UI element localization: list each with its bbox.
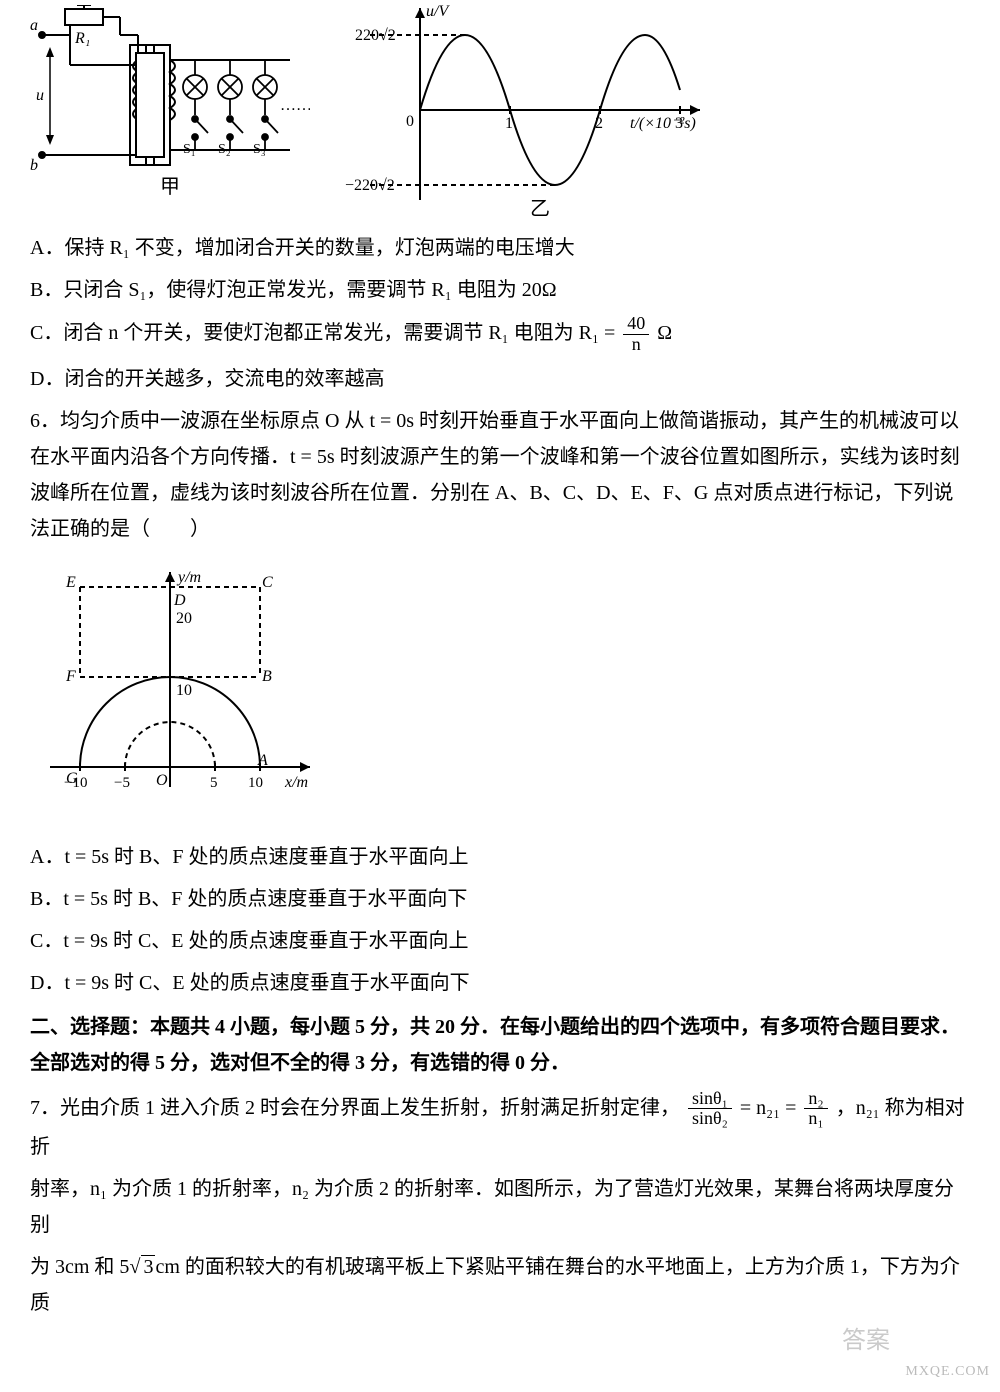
q7-pre: 7．光由介质 1 进入介质 2 时会在分界面上发生折射，折射满足折射定律，	[30, 1096, 680, 1118]
q7-l3-post: cm 的面积较大的有机玻璃平板上下紧贴平铺在舞台的水平地面上，上方为介质 1，下…	[30, 1256, 960, 1314]
q6-option-b: B．t = 5s 时 B、F 处的质点速度垂直于水平面向下	[30, 881, 970, 917]
svg-text:C: C	[262, 574, 273, 591]
s1-label: S₁	[183, 142, 196, 157]
uv-label: u/V	[426, 3, 450, 20]
rad: 3	[141, 1255, 155, 1278]
s3-label: S₃	[253, 142, 266, 157]
q5-option-d: D．闭合的开关越多，交流电的效率越高	[30, 361, 970, 397]
q6-option-d: D．t = 9s 时 C、E 处的质点速度垂直于水平面向下	[30, 965, 970, 1001]
svg-text:B: B	[262, 668, 272, 685]
xlabel: t/(×10⁻²s)	[630, 115, 696, 132]
svg-text:20: 20	[176, 610, 192, 627]
q6-option-a: A．t = 5s 时 B、F 处的质点速度垂直于水平面向上	[30, 839, 970, 875]
x0: 0	[406, 113, 414, 130]
ybot: −220√2	[345, 177, 395, 194]
frac-num: n₂	[804, 1089, 827, 1110]
circuit-caption: 甲	[160, 176, 180, 198]
frac-num: sinθ₁	[688, 1089, 732, 1110]
r1-label: R₁	[74, 30, 90, 47]
svg-text:E: E	[65, 574, 76, 591]
svg-text:−5: −5	[114, 775, 130, 791]
q6-figure: y/m x/m E C D 20 F B 10 G A O −10 −5 5 1…	[30, 557, 970, 829]
svg-text:b: b	[30, 157, 38, 174]
q7-line2: 射率，n₁ 为介质 1 的折射率，n₂ 为介质 2 的折射率．如图所示，为了营造…	[30, 1171, 970, 1243]
s2-label: S₂	[218, 142, 231, 157]
svg-text:5: 5	[210, 775, 218, 791]
frac-den: sinθ₂	[688, 1109, 732, 1129]
svg-text:10: 10	[176, 682, 192, 699]
xlabel-q6: x/m	[284, 774, 308, 791]
frac-den: n₁	[804, 1109, 827, 1129]
svg-text:O: O	[156, 772, 168, 789]
q7-l3-pre: 为 3cm 和 5	[30, 1256, 129, 1278]
section2-title: 二、选择题：本题共 4 小题，每小题 5 分，共 20 分．在每小题给出的四个选…	[30, 1009, 970, 1081]
watermark-small: MXQE.COM	[905, 1359, 990, 1384]
circuit-figure: a b u R₁	[30, 5, 310, 215]
x1: 1	[505, 115, 513, 132]
watermark-big: 答案	[842, 1319, 890, 1362]
frac-den: n	[623, 335, 649, 355]
svg-text:A: A	[257, 752, 268, 769]
q5-option-a: A．保持 R₁ 不变，增加闭合开关的数量，灯泡两端的电压增大	[30, 230, 970, 266]
q5-c-frac: 40 n	[623, 314, 649, 355]
q5-c-pre: C．闭合 n 个开关，要使灯泡都正常发光，需要调节 R₁ 电阻为 R₁ =	[30, 322, 620, 344]
q7-mid1: = n₂₁ =	[740, 1096, 802, 1118]
q6-option-c: C．t = 9s 时 C、E 处的质点速度垂直于水平面向上	[30, 923, 970, 959]
ylabel: y/m	[176, 569, 201, 586]
svg-text:−10: −10	[64, 775, 87, 791]
x2: 2	[595, 115, 603, 132]
q5-option-b: B．只闭合 S₁，使得灯泡正常发光，需要调节 R₁ 电阻为 20Ω	[30, 272, 970, 308]
frac-num: 40	[623, 314, 649, 335]
ytop: 220√2	[355, 27, 396, 44]
sine-figure: u/V t/(×10⁻²s) 220√2 −220√2 0 1 2 3 乙	[340, 0, 720, 220]
q7-frac1: sinθ₁ sinθ₂	[688, 1089, 732, 1130]
u-label: u	[36, 87, 44, 104]
q6-stem: 6．均匀介质中一波源在坐标原点 O 从 t = 0s 时刻开始垂直于水平面向上做…	[30, 403, 970, 547]
q5-c-post: Ω	[657, 322, 672, 344]
ellipsis: ……	[280, 97, 310, 114]
q7-line3: 为 3cm 和 5 3cm 的面积较大的有机玻璃平板上下紧贴平铺在舞台的水平地面上…	[30, 1249, 970, 1321]
sqrt3: 3	[129, 1249, 155, 1285]
sine-caption: 乙	[530, 198, 550, 220]
q7-frac2: n₂ n₁	[804, 1089, 827, 1130]
svg-text:10: 10	[248, 775, 263, 791]
svg-text:a: a	[30, 17, 38, 34]
svg-text:F: F	[65, 668, 76, 685]
q5-option-c: C．闭合 n 个开关，要使灯泡都正常发光，需要调节 R₁ 电阻为 R₁ = 40…	[30, 314, 970, 355]
x3: 3	[675, 115, 683, 132]
svg-text:D: D	[173, 592, 186, 609]
q7-line1: 7．光由介质 1 进入介质 2 时会在分界面上发生折射，折射满足折射定律， si…	[30, 1089, 970, 1166]
q5-figures: a b u R₁	[30, 0, 970, 220]
